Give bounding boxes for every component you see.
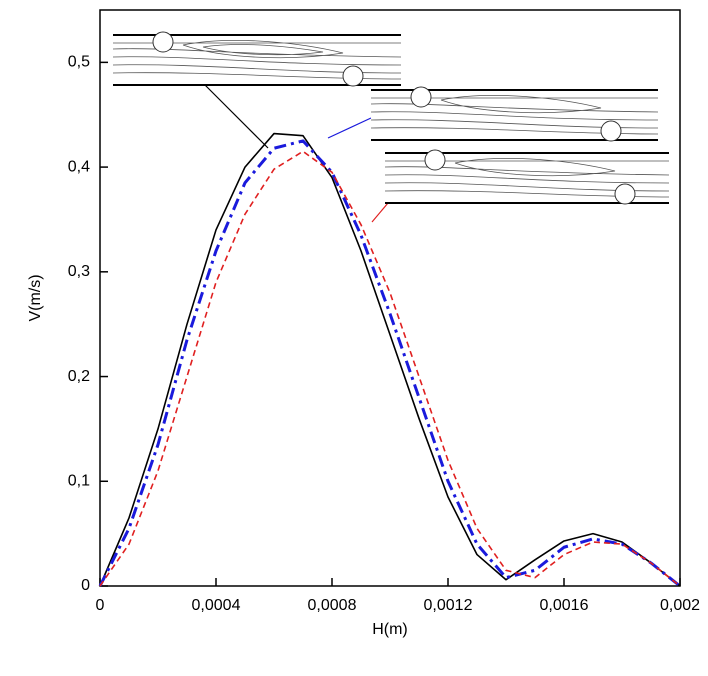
data-line <box>98 139 681 588</box>
y-tick-label: 0 <box>81 577 90 594</box>
data-line <box>99 132 681 587</box>
plot-area: 0 0,1 0,2 0,3 0,4 0,5 0 0,0004 0,0008 0,0012 0,001… <box>68 54 700 615</box>
connector <box>204 84 269 149</box>
data-line <box>99 150 681 587</box>
x-tick-label: 0,002 <box>660 597 700 614</box>
y-tick-label: 0,1 <box>68 472 90 489</box>
streamline-inset <box>384 149 670 205</box>
x-tick-label: 0,0012 <box>424 597 473 614</box>
y-axis-title: V(m/s) <box>27 274 44 321</box>
streamline-inset <box>112 31 402 87</box>
connector <box>327 117 372 139</box>
streamline-inset <box>370 86 659 142</box>
x-tick-label: 0 <box>96 597 105 614</box>
y-tick-label: 0,3 <box>68 263 90 280</box>
x-tick-label: 0,0004 <box>192 597 241 614</box>
x-tick-label: 0,0016 <box>540 597 589 614</box>
y-tick-label: 0,2 <box>68 368 90 385</box>
connector <box>371 202 389 223</box>
y-tick-label: 0,5 <box>68 54 90 71</box>
y-tick-label: 0,4 <box>68 158 90 175</box>
x-tick-label: 0,0008 <box>308 597 357 614</box>
insets <box>112 31 670 223</box>
x-axis-title: H(m) <box>372 621 408 638</box>
plot-frame <box>99 9 681 587</box>
